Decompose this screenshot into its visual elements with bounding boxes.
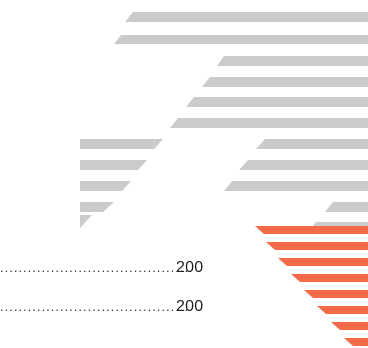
stripe bbox=[239, 160, 368, 170]
stripe bbox=[125, 12, 368, 22]
accent-stripe bbox=[255, 226, 368, 234]
toc-page-number: 200 bbox=[176, 259, 204, 276]
stripe bbox=[287, 97, 368, 107]
stripe bbox=[114, 35, 368, 44]
toc-entry: 200 bbox=[0, 297, 368, 317]
accent-stripe-block bbox=[255, 226, 368, 346]
stripe bbox=[325, 202, 368, 212]
toc-page-number: 200 bbox=[176, 298, 204, 315]
stripe bbox=[333, 35, 368, 44]
toc-leader-dots bbox=[0, 258, 188, 278]
toc-leader-dots bbox=[0, 297, 188, 317]
stripe bbox=[319, 56, 368, 66]
accent-stripe bbox=[331, 322, 368, 330]
toc-entry: 200 bbox=[0, 258, 368, 278]
stripe bbox=[80, 139, 163, 149]
left-stripe-block bbox=[80, 12, 368, 228]
accent-stripe bbox=[304, 290, 368, 298]
stripe bbox=[80, 202, 114, 212]
stripe bbox=[271, 118, 368, 128]
accent-stripe bbox=[291, 274, 368, 282]
stripe bbox=[80, 181, 131, 191]
accent-stripe bbox=[278, 258, 368, 266]
accent-stripe bbox=[317, 306, 368, 314]
stripe bbox=[346, 12, 368, 22]
stripe bbox=[256, 139, 368, 149]
accent-stripe bbox=[266, 242, 368, 250]
stripe bbox=[303, 77, 368, 87]
stripe bbox=[80, 215, 92, 228]
stripe bbox=[80, 160, 147, 170]
right-stripe-block bbox=[224, 12, 368, 232]
accent-stripe bbox=[344, 338, 368, 346]
stripe bbox=[224, 181, 368, 191]
